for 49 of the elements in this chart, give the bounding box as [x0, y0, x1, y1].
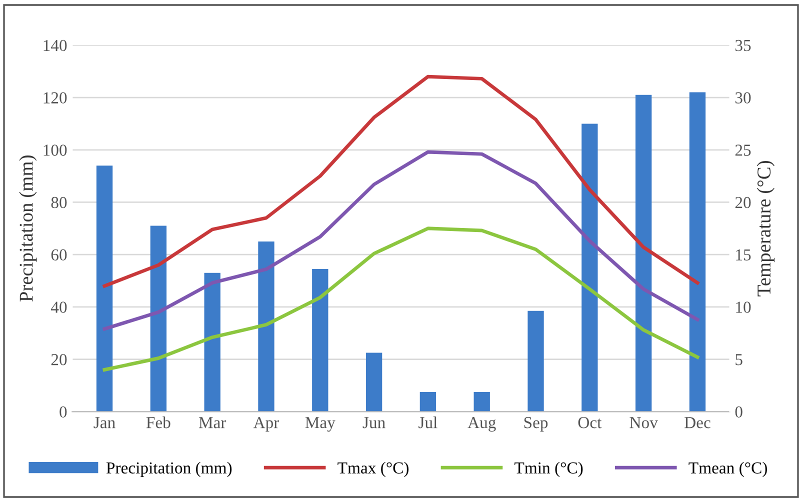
y-tick-label: 20: [51, 354, 67, 366]
legend-label: Tmin (°C): [514, 462, 583, 477]
y2-tick-label: 0: [735, 406, 742, 418]
y-tick-label: 0: [60, 406, 67, 418]
x-tick-label: Oct: [578, 417, 602, 428]
y2-tick-label: 5: [736, 354, 742, 366]
x-tick-label: Jul: [418, 416, 438, 428]
y2-tick-label: 25: [735, 144, 751, 156]
y2-tick-label: 35: [735, 40, 751, 52]
bar: [474, 392, 490, 412]
x-tick-label: May: [305, 417, 336, 432]
x-tick-label: Dec: [684, 417, 710, 428]
x-tick-label: Sep: [524, 417, 548, 432]
x-tick-label: Aug: [468, 417, 496, 432]
y2-tick-label: 20: [735, 196, 751, 208]
y2-tick-label: 10: [736, 302, 751, 313]
legend-label: Tmean (°C): [688, 462, 767, 477]
x-tick-label: Jan: [94, 417, 116, 428]
bar: [96, 166, 113, 412]
y-axis-title: Precipitation (mm): [19, 156, 37, 302]
bar: [582, 124, 598, 412]
legend-label: Precipitation (mm): [106, 462, 232, 477]
x-tick-label: Mar: [198, 417, 226, 428]
y-tick-label: 60: [51, 249, 67, 261]
line-series: [102, 226, 700, 372]
x-tick-label: Feb: [146, 416, 170, 428]
bar: [528, 310, 544, 412]
y-tick-label: 140: [44, 40, 67, 52]
x-tick-label: Nov: [630, 417, 658, 428]
bar: [420, 392, 436, 412]
y-tick-label: 40: [50, 302, 67, 313]
legend-label: Tmax (°C): [338, 462, 409, 477]
line-series: [102, 150, 700, 331]
bar: [689, 92, 706, 412]
y2-tick-label: 15: [736, 249, 751, 261]
bar: [366, 352, 382, 412]
bar: [258, 242, 274, 412]
y2-tick-label: 30: [735, 92, 751, 104]
x-tick-label: Apr: [253, 417, 280, 432]
line-series: [102, 74, 700, 288]
bar: [204, 272, 220, 412]
y2-axis-title: Temperature (°C): [756, 161, 775, 296]
y-tick-label: 120: [44, 92, 67, 104]
y-tick-label: 100: [44, 144, 67, 156]
bar: [635, 94, 652, 412]
bar: [150, 226, 167, 412]
x-tick-label: Jun: [362, 417, 386, 428]
bar: [312, 268, 328, 412]
y-tick-label: 80: [51, 196, 67, 208]
